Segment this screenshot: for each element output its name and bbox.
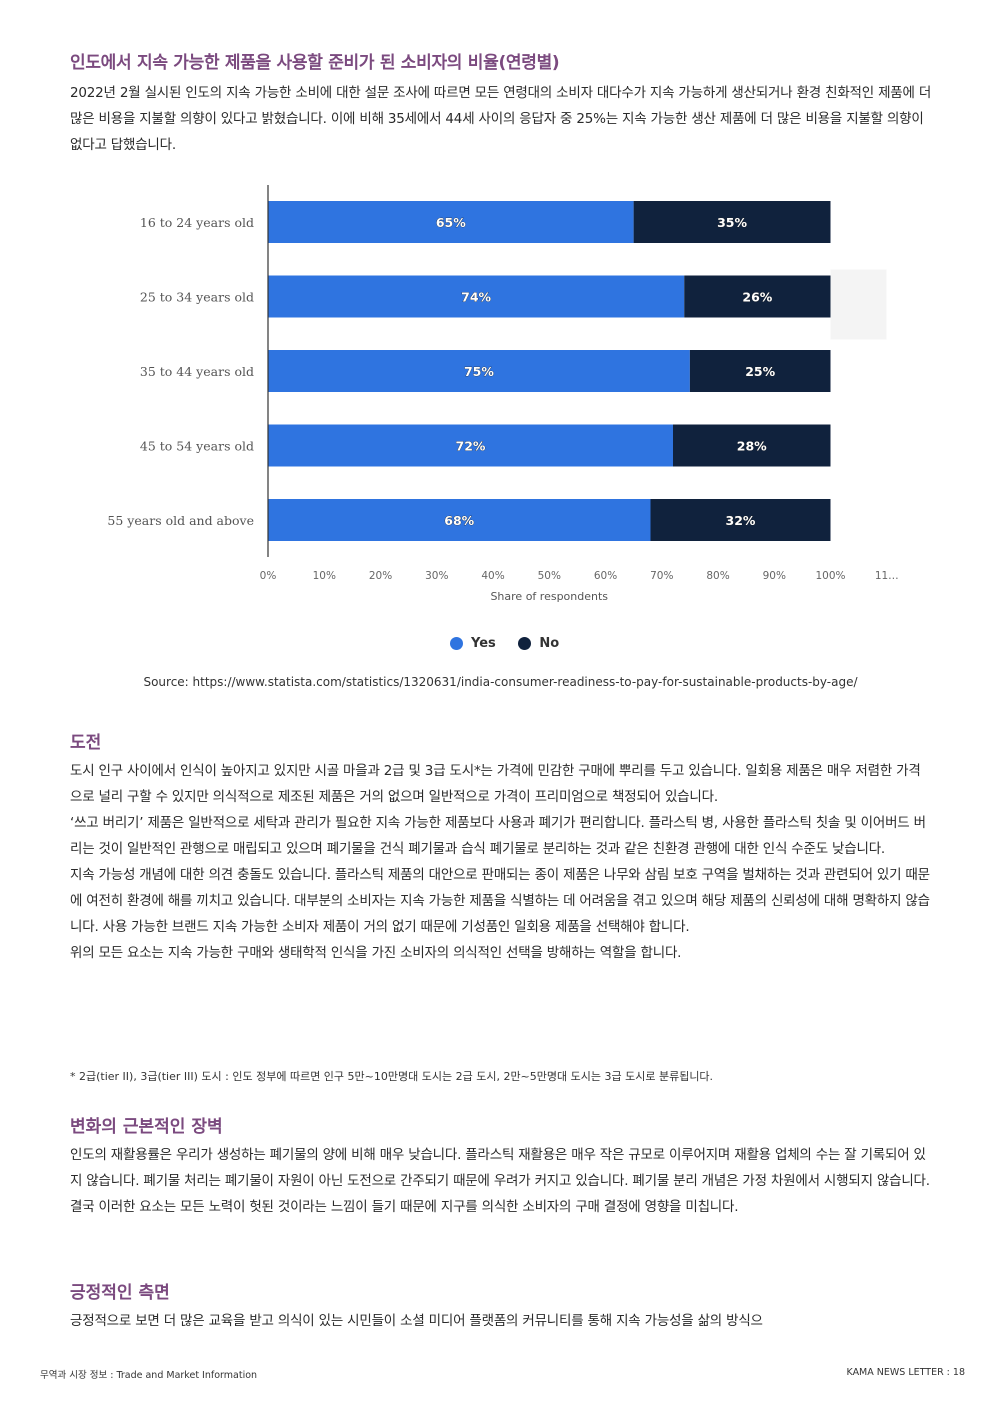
section-challenge-title: 도전 [70,733,102,753]
bar-yes-1[interactable] [268,275,685,318]
data-label-yes-4: 68% [444,513,474,528]
section-positive-title: 긍정적인 측면 [70,1283,170,1303]
category-label-2: 35 to 44 years old [140,364,254,379]
section-barriers-body: 인도의 재활용률은 우리가 생성하는 폐기물의 양에 비해 매우 낮습니다. 플… [70,1142,932,1220]
category-label-4: 55 years old and above [107,513,254,528]
x-tick-1: 10% [313,570,336,582]
intro-paragraph: 2022년 2월 실시된 인도의 지속 가능한 소비에 대한 설문 조사에 따르… [70,80,932,158]
bar-no-1[interactable] [684,275,831,318]
x-tick-9: 90% [763,570,786,582]
x-axis-label: Share of respondents [490,590,608,603]
page-title: 인도에서 지속 가능한 제품을 사용할 준비가 된 소비자의 비율(연령별) [70,53,560,73]
x-tick-8: 80% [706,570,729,582]
x-tick-10: 100% [815,570,845,582]
stacked-bar-chart: 65% 35% 16 to 24 years old 74% 26% 25 to 34 y… [107,185,899,603]
data-label-yes-1: 74% [461,290,491,305]
bar-yes-2[interactable] [268,350,690,392]
x-tick-4: 40% [481,570,504,582]
x-tick-11: 11… [875,570,899,582]
legend-item-yes[interactable]: Yes [450,636,496,651]
bar-yes-4[interactable] [268,499,651,541]
chart-legend: Yes No [450,636,577,654]
data-label-yes-0: 65% [436,215,466,230]
x-tick-0: 0% [260,570,277,582]
bar-yes-3[interactable] [268,424,673,467]
data-label-yes-2: 75% [464,364,494,379]
section-barriers-title: 변화의 근본적인 장벽 [70,1117,223,1137]
positive-paragraph-1: 긍정적으로 보면 더 많은 교육을 받고 의식이 있는 시민들이 소셜 미디어 … [70,1313,763,1329]
challenge-paragraph-1: 도시 인구 사이에서 인식이 높아지고 있지만 시골 마을과 2급 및 3급 도… [70,763,921,805]
footer-left: 무역과 시장 정보 : Trade and Market Information [40,1370,258,1381]
challenge-paragraph-4: 위의 모든 요소는 지속 가능한 구매와 생태학적 인식을 가진 소비자의 의식… [70,945,682,961]
data-label-no-1: 26% [742,290,772,305]
legend-dot-yes [450,637,463,650]
challenge-paragraph-3: 지속 가능성 개념에 대한 의견 충돌도 있습니다. 플라스틱 제품의 대안으로… [70,867,930,935]
x-tick-6: 60% [594,570,617,582]
legend-label-no: No [539,636,560,651]
category-label-3: 45 to 54 years old [140,439,254,454]
data-label-no-4: 32% [726,513,756,528]
section-challenge-body: 도시 인구 사이에서 인식이 높아지고 있지만 시골 마을과 2급 및 3급 도… [70,758,932,966]
bar-no-2[interactable] [689,350,831,392]
x-tick-3: 30% [425,570,448,582]
category-label-1: 25 to 34 years old [140,290,254,305]
footer-right: KAMA NEWS LETTER : 18 [846,1367,966,1378]
data-label-no-2: 25% [745,364,775,379]
legend-dot-no [518,637,532,650]
category-label-0: 16 to 24 years old [140,215,254,230]
x-tick-5: 50% [538,570,561,582]
section-positive-body: 긍정적으로 보면 더 많은 교육을 받고 의식이 있는 시민들이 소셜 미디어 … [70,1308,932,1334]
data-label-yes-3: 72% [456,439,486,454]
legend-item-no[interactable]: No [518,636,559,651]
bar-no-0[interactable] [633,201,831,243]
row-highlight [830,269,887,340]
data-label-no-0: 35% [717,215,747,230]
intro-text: 2022년 2월 실시된 인도의 지속 가능한 소비에 대한 설문 조사에 따르… [70,85,932,153]
barriers-paragraph-1: 인도의 재활용률은 우리가 생성하는 폐기물의 양에 비해 매우 낮습니다. 플… [70,1147,930,1215]
x-tick-7: 70% [650,570,673,582]
footnote: * 2급(tier II), 3급(tier III) 도시 : 인도 정부에 … [70,1070,714,1083]
bar-yes-0[interactable] [268,201,634,243]
data-label-no-3: 28% [737,439,767,454]
bar-no-3[interactable] [673,424,831,467]
x-tick-2: 20% [369,570,392,582]
source-link[interactable]: Source: https://www.statista.com/statist… [143,675,858,689]
bar-no-4[interactable] [650,499,831,541]
legend-label-yes: Yes [471,636,496,651]
challenge-paragraph-2: ‘쓰고 버리기’ 제품은 일반적으로 세탁과 관리가 필요한 지속 가능한 제품… [70,815,926,857]
